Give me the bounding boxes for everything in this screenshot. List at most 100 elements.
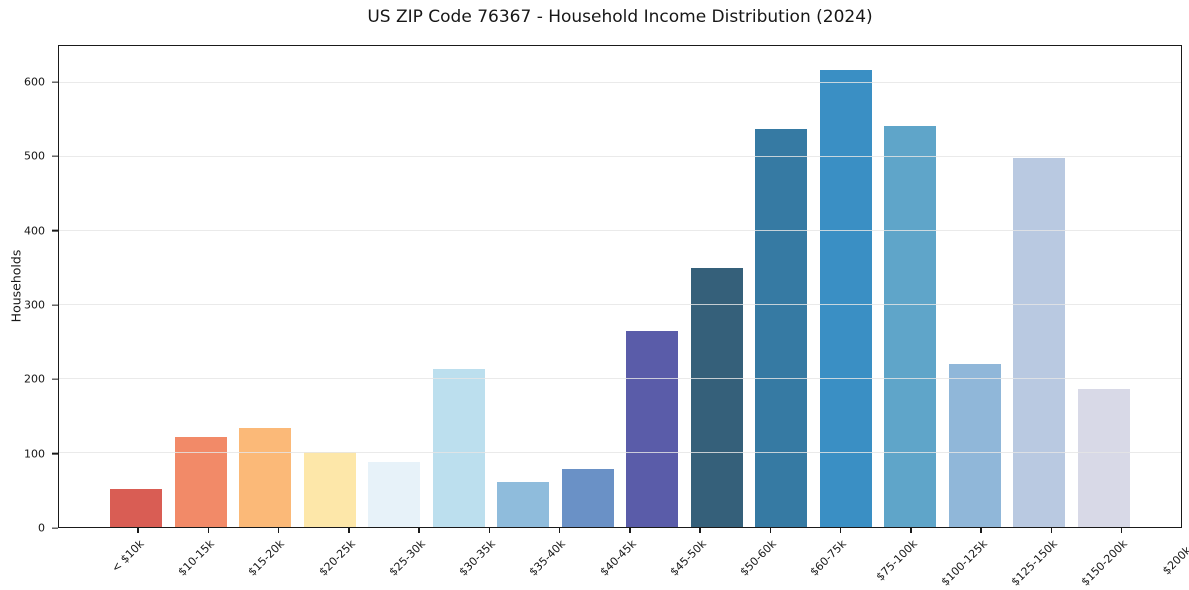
x-tick-slot	[946, 528, 1016, 534]
bar-slot	[427, 46, 492, 527]
bar-$40-45k	[561, 468, 614, 527]
bar-slot	[104, 46, 169, 527]
bar-$10-15k	[174, 436, 227, 527]
x-label-slot: $75-100k	[873, 534, 946, 590]
x-tick-label: $30-35k	[456, 537, 498, 579]
bar-slot	[620, 46, 685, 527]
x-tick-label: $50-60k	[737, 537, 779, 579]
x-label-slot: $100-125k	[938, 534, 1016, 590]
x-label-slot: $45-50k	[665, 534, 735, 590]
gridline-500	[59, 155, 1181, 157]
x-tick-slot	[595, 528, 665, 534]
x-tick-mark	[348, 528, 350, 533]
x-tick-label: $10-15k	[175, 537, 217, 579]
plot-area	[58, 45, 1182, 528]
x-tick-mark	[1120, 528, 1123, 533]
bar-slot	[943, 46, 1008, 527]
chart-title: US ZIP Code 76367 - Household Income Dis…	[367, 7, 873, 27]
gridline-400	[59, 229, 1181, 231]
x-label-slot: $150-200k	[1079, 534, 1157, 590]
bar-$125-150k	[948, 364, 1001, 527]
x-label-slot: $200k+	[1157, 534, 1189, 590]
x-tick-slot	[454, 528, 524, 534]
x-axis-ticks	[58, 528, 1189, 534]
bar-slot	[878, 46, 943, 527]
bar-$30-35k	[432, 369, 485, 527]
x-label-slot: $10-15k	[173, 534, 243, 590]
y-tick-mark	[52, 453, 58, 455]
x-tick-mark	[699, 528, 701, 533]
x-tick-mark	[558, 528, 561, 533]
bar-$25-30k	[368, 461, 421, 527]
bar-< $10k	[110, 488, 163, 527]
bar-$200k+	[1077, 388, 1130, 527]
y-tick-mark	[52, 304, 58, 306]
bars-container	[59, 46, 1181, 527]
x-tick-mark	[418, 528, 420, 533]
x-tick-slot	[1087, 528, 1157, 534]
gridline-100	[59, 451, 1181, 453]
bar-slot	[1007, 46, 1072, 527]
bar-slot	[491, 46, 556, 527]
x-label-slot: $25-30k	[384, 534, 454, 590]
x-tick-label: $20-25k	[316, 537, 358, 579]
x-tick-label: $200k+	[1160, 537, 1189, 578]
x-tick-slot	[384, 528, 454, 534]
y-tick-label: 400	[24, 224, 45, 238]
y-axis-ticks: 0 100 200 300 400 500 600	[0, 45, 58, 534]
x-label-slot: $60-75k	[806, 534, 876, 590]
bar-slot	[298, 46, 363, 527]
y-tick-label: 200	[24, 372, 45, 386]
bar-slot	[749, 46, 814, 527]
x-tick-slot	[876, 528, 946, 534]
y-tick-label: 100	[24, 447, 45, 461]
x-axis-labels: < $10k $10-15k $15-20k $20-25k $25-30k $30-35…	[58, 534, 1189, 590]
bar-$15-20k	[239, 427, 292, 527]
bar-$60-75k	[755, 128, 808, 527]
gridline-600	[59, 81, 1181, 83]
x-tick-slot	[244, 528, 314, 534]
y-tick-mark	[52, 378, 58, 381]
x-tick-mark	[488, 528, 491, 533]
bar-$35-40k	[497, 481, 550, 527]
x-tick-label: $15-20k	[245, 537, 288, 579]
x-tick-label: $75-100k	[873, 537, 920, 584]
bar-slot	[556, 46, 621, 527]
x-tick-label: $25-30k	[386, 537, 428, 579]
x-tick-label: $125-150k	[1008, 537, 1060, 589]
x-tick-mark	[629, 528, 631, 533]
x-tick-slot	[173, 528, 243, 534]
x-tick-slot	[314, 528, 384, 534]
x-tick-label: $60-75k	[807, 537, 850, 579]
y-tick-label: 0	[38, 521, 45, 535]
x-tick-mark	[1050, 528, 1053, 533]
x-tick-slot	[525, 528, 595, 534]
bar-slot	[814, 46, 879, 527]
bar-$100-125k	[884, 125, 937, 527]
bar-slot	[362, 46, 427, 527]
x-tick-slot	[735, 528, 805, 534]
x-label-slot: $35-40k	[525, 534, 595, 590]
x-label-slot: $50-60k	[735, 534, 805, 590]
x-label-slot: $125-150k	[1009, 534, 1086, 590]
x-tick-mark	[277, 528, 280, 533]
bar-slot	[1072, 46, 1137, 527]
x-tick-mark	[910, 528, 912, 533]
x-tick-label: $150-200k	[1078, 537, 1131, 589]
x-tick-mark	[769, 528, 772, 533]
bar-slot	[169, 46, 234, 527]
bar-$50-60k	[690, 268, 743, 527]
x-tick-slot	[806, 528, 876, 534]
x-label-slot: $40-45k	[595, 534, 665, 590]
x-tick-mark	[207, 528, 210, 533]
x-tick-slot	[103, 528, 173, 534]
gridline-300	[59, 303, 1181, 305]
bar-$75-100k	[819, 69, 872, 527]
y-tick-label: 500	[24, 149, 45, 163]
x-tick-label: $35-40k	[526, 537, 569, 579]
x-label-slot: < $10k	[103, 534, 173, 590]
y-tick-mark	[52, 81, 58, 83]
x-tick-label: $40-45k	[597, 537, 639, 579]
x-tick-mark	[980, 528, 982, 533]
